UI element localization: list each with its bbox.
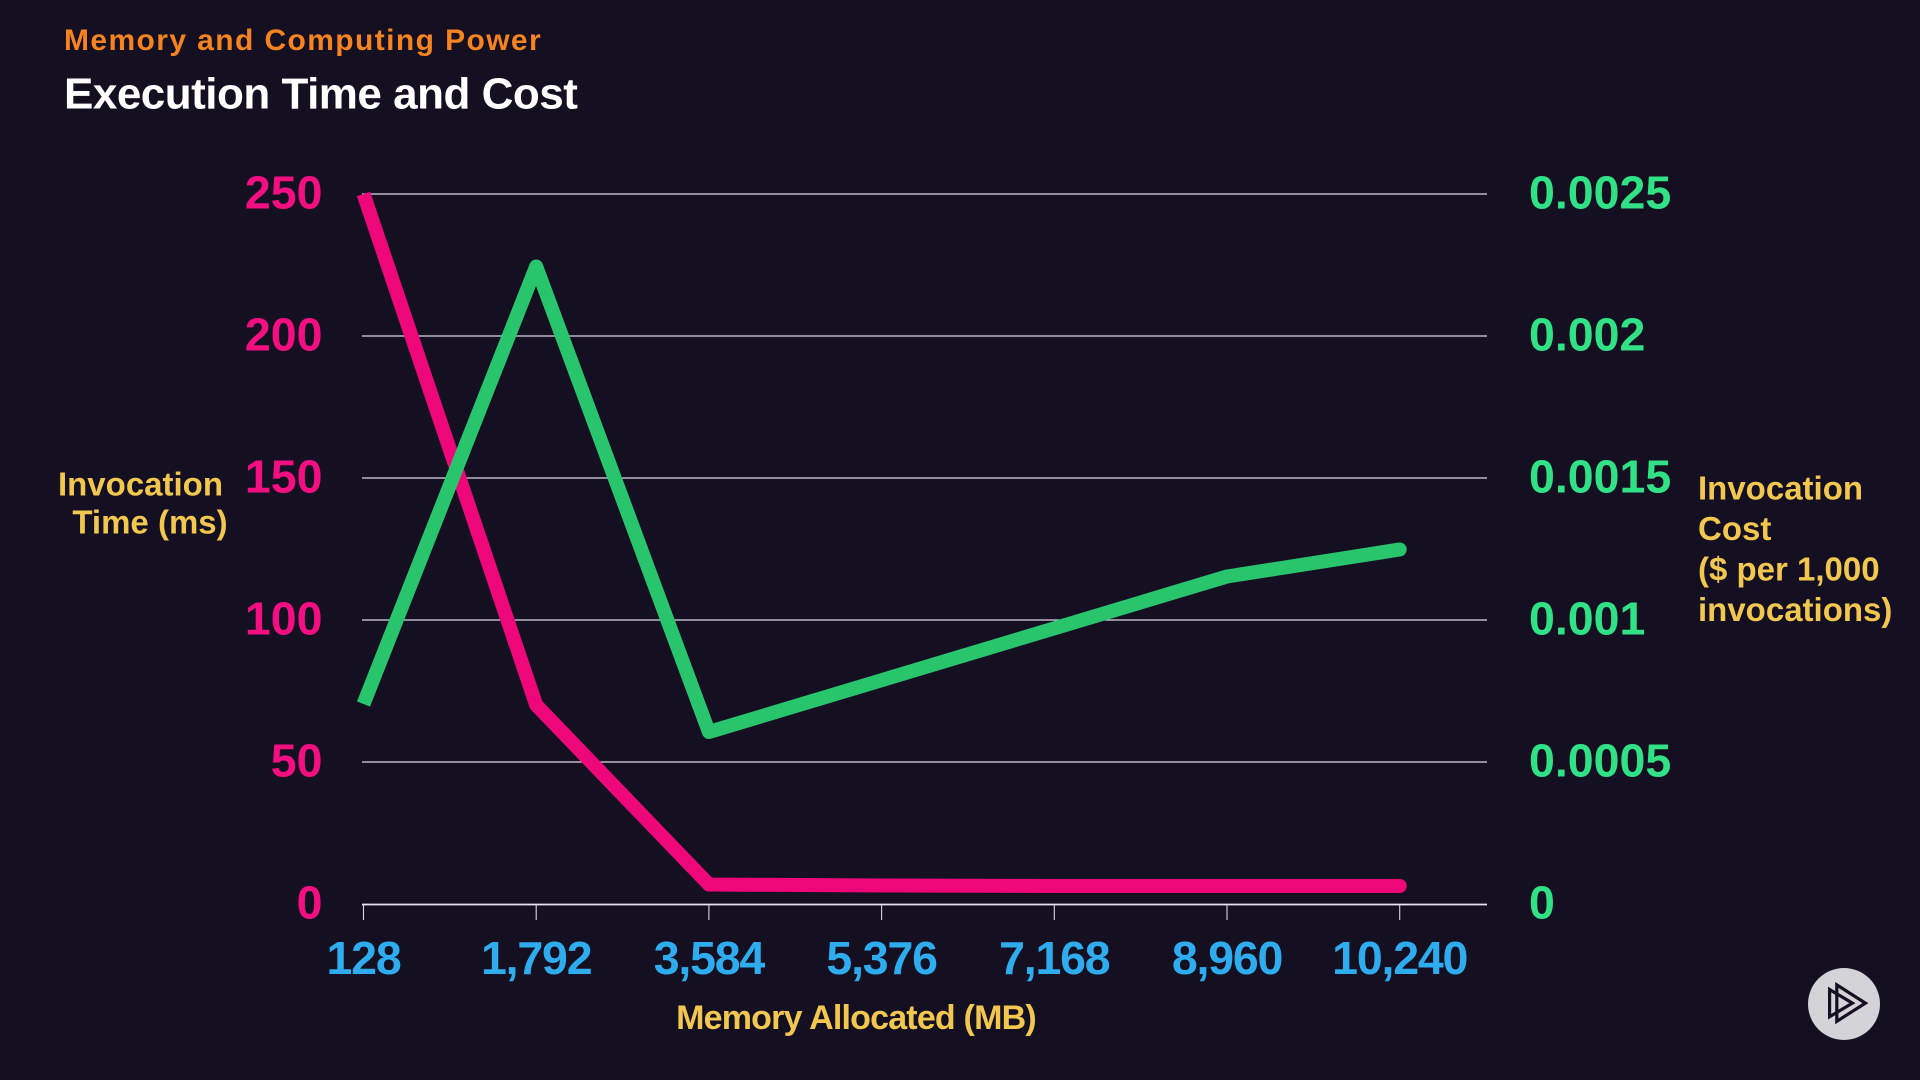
- svg-text:50: 50: [271, 735, 323, 787]
- svg-text:100: 100: [245, 593, 323, 645]
- svg-text:0.0025: 0.0025: [1529, 167, 1671, 219]
- svg-text:Cost: Cost: [1698, 510, 1771, 547]
- svg-text:128: 128: [327, 932, 401, 984]
- svg-text:0.0005: 0.0005: [1529, 735, 1671, 787]
- svg-text:8,960: 8,960: [1172, 932, 1282, 984]
- svg-text:Invocation: Invocation: [58, 466, 223, 503]
- svg-text:200: 200: [245, 309, 323, 361]
- svg-text:Memory Allocated (MB): Memory Allocated (MB): [676, 999, 1036, 1037]
- svg-text:($ per 1,000: ($ per 1,000: [1698, 551, 1880, 588]
- svg-text:Memory and Computing Power: Memory and Computing Power: [64, 24, 542, 57]
- svg-text:0.001: 0.001: [1529, 593, 1645, 645]
- svg-text:0.002: 0.002: [1529, 309, 1645, 361]
- svg-text:5,376: 5,376: [826, 932, 937, 984]
- svg-text:Time (ms): Time (ms): [72, 504, 227, 541]
- svg-text:0: 0: [297, 877, 323, 929]
- svg-text:Invocation: Invocation: [1698, 470, 1863, 507]
- svg-text:1,792: 1,792: [481, 932, 591, 984]
- svg-text:10,240: 10,240: [1332, 932, 1467, 984]
- svg-text:invocations): invocations): [1698, 591, 1892, 628]
- svg-text:0: 0: [1529, 877, 1555, 929]
- svg-text:150: 150: [245, 451, 323, 503]
- svg-text:Execution Time and Cost: Execution Time and Cost: [64, 70, 578, 119]
- svg-text:3,584: 3,584: [654, 932, 766, 984]
- svg-text:250: 250: [245, 167, 323, 219]
- svg-text:0.0015: 0.0015: [1529, 451, 1671, 503]
- svg-text:7,168: 7,168: [999, 932, 1110, 984]
